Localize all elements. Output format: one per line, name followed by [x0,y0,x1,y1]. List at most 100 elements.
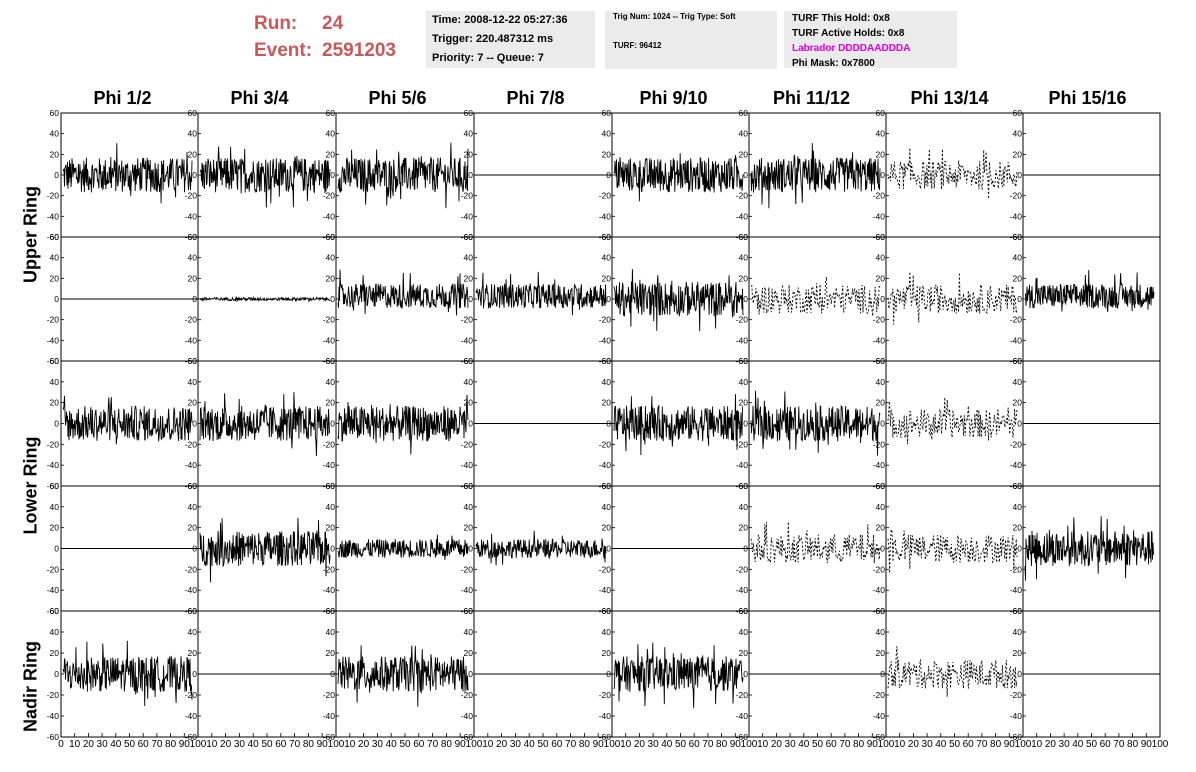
y-tick-label: -40 [185,335,198,345]
y-tick-label: 60 [188,356,198,366]
y-tick-label: 0 [1017,669,1022,679]
y-tick-label: -40 [185,711,198,721]
x-tick-label: 100 [328,739,345,750]
y-tick-label: 20 [1013,273,1023,283]
x-tick-label: 20 [771,739,783,750]
waveform-r3-c3 [337,394,469,455]
y-tick-label: 20 [602,149,612,159]
y-tick-label: 40 [876,502,886,512]
y-tick-label: 40 [50,253,60,263]
x-tick-label: 40 [524,739,536,750]
event-value: 2591203 [322,40,396,61]
y-tick-label: 40 [876,129,886,139]
y-tick-label: -60 [599,481,612,491]
x-tick-label: 40 [661,739,673,750]
waveform-r2-c3 [337,269,469,316]
x-tick-label: 40 [386,739,398,750]
y-tick-label: -60 [736,232,749,242]
y-tick-label: -60 [873,732,886,742]
y-tick-label: -40 [47,460,60,470]
y-tick-label: -20 [185,439,198,449]
waveform-r1-c6 [750,143,881,209]
y-tick-label: 0 [743,170,748,180]
y-tick-label: -20 [873,690,886,700]
x-tick-label: 10 [757,739,769,750]
y-tick-label: 60 [326,108,336,118]
y-tick-label: 0 [54,294,59,304]
y-tick-label: 0 [743,419,748,429]
waveform-r2-c5 [613,269,744,332]
x-tick-label: 30 [97,739,109,750]
y-tick-label: -20 [873,564,886,574]
y-tick-label: 40 [1013,502,1023,512]
waveform-r4-c2 [199,517,331,583]
waveform-r5-c3 [337,645,469,707]
phi-mask-text: Phi Mask: 0x7800 [792,58,875,69]
y-tick-label: 60 [326,481,336,491]
y-tick-label: -60 [1010,356,1023,366]
y-tick-label: -20 [599,690,612,700]
x-tick-label: 50 [261,739,273,750]
y-tick-label: -60 [599,606,612,616]
y-tick-label: -40 [736,335,749,345]
x-tick-label: 80 [716,739,728,750]
y-tick-label: 0 [606,170,611,180]
x-tick-label: 30 [510,739,522,750]
y-tick-label: -60 [185,732,198,742]
y-tick-label: 60 [464,108,474,118]
y-tick-label: 40 [1013,627,1023,637]
y-tick-label: 60 [50,606,60,616]
y-tick-label: -60 [185,356,198,366]
y-tick-label: 40 [1013,377,1023,387]
x-tick-label: 90 [593,739,605,750]
x-tick-label: 100 [1152,739,1169,750]
x-tick-label: 10 [620,739,632,750]
x-tick-label: 50 [399,739,411,750]
y-tick-label: 0 [1017,170,1022,180]
y-tick-label: -60 [599,356,612,366]
y-tick-label: -40 [599,211,612,221]
x-tick-label: 60 [551,739,563,750]
y-tick-label: 20 [326,648,336,658]
x-tick-label: 100 [466,739,483,750]
y-tick-label: 20 [188,523,198,533]
y-tick-label: -40 [599,585,612,595]
x-tick-label: 90 [730,739,742,750]
waveform-r3-c7 [887,397,1018,445]
x-tick-label: 80 [1127,739,1139,750]
y-tick-label: 60 [602,481,612,491]
y-tick-label: -20 [185,191,198,201]
y-tick-label: 20 [876,523,886,533]
y-tick-label: -40 [873,335,886,345]
y-tick-label: 40 [1013,253,1023,263]
y-tick-label: 60 [50,232,60,242]
y-tick-label: 60 [739,232,749,242]
y-tick-label: -40 [873,711,886,721]
y-tick-label: 20 [464,149,474,159]
x-tick-label: 50 [812,739,824,750]
x-tick-label: 80 [579,739,591,750]
y-tick-label: 60 [602,108,612,118]
y-tick-label: -20 [1010,191,1023,201]
y-tick-label: 20 [464,398,474,408]
x-tick-label: 50 [124,739,136,750]
labrador-text: Labrador DDDDAADDDA [792,43,911,54]
x-tick-label: 70 [839,739,851,750]
x-tick-label: 100 [1015,739,1032,750]
y-tick-label: -20 [323,439,336,449]
y-tick-label: 60 [876,232,886,242]
y-tick-label: 20 [188,149,198,159]
y-tick-label: -60 [47,481,60,491]
y-tick-label: -60 [873,606,886,616]
waveform-r4-c6 [750,521,881,564]
y-tick-label: 60 [326,606,336,616]
y-tick-label: -40 [185,211,198,221]
turf-this-hold-text: TURF This Hold: 0x8 [792,13,890,24]
y-tick-label: 40 [602,129,612,139]
waveform-r4-c7 [887,529,1018,574]
y-tick-label: -20 [1010,439,1023,449]
y-tick-label: 60 [739,356,749,366]
y-tick-label: -40 [461,211,474,221]
y-tick-label: 0 [192,294,197,304]
y-tick-label: 60 [1013,356,1023,366]
